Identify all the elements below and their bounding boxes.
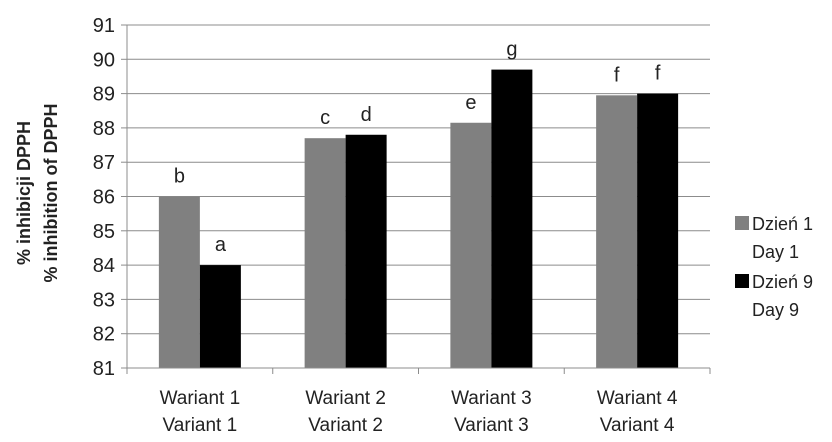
x-category-label: Wariant 2 [305,388,386,409]
legend-label: Dzień 1 [752,214,813,234]
y-tick-label: 83 [93,289,115,311]
bar-data-label: e [465,92,476,114]
legend-swatch [735,216,749,230]
legend-label: Day 1 [752,242,799,262]
y-tick-label: 89 [93,84,115,106]
y-tick-label: 85 [93,221,115,243]
y-tick-label: 91 [93,15,115,37]
y-tick-label: 81 [93,358,115,380]
y-tick-label: 90 [93,49,115,71]
y-tick-label: 82 [93,324,115,346]
y-axis-label-line: % inhibicji DPPH [14,121,34,265]
x-category-label: Variant 1 [163,415,238,436]
bar [345,134,387,368]
axes [126,25,711,374]
bar [304,138,346,368]
bar-data-label: a [215,234,227,256]
bar-data-label: g [506,39,517,61]
x-category-label: Variant 2 [308,415,383,436]
bar [596,95,638,368]
bar [637,93,679,368]
bar-data-label: b [174,166,185,188]
data-labels: b a c d e g f f [174,39,661,257]
bar-data-label: d [361,104,372,126]
bar [199,265,241,368]
bar-data-label: f [614,64,620,86]
x-category-label: Variant 3 [454,415,529,436]
x-category-label: Variant 4 [600,415,675,436]
bar [158,196,200,368]
y-tick-label: 87 [93,152,115,174]
x-category-label: Wariant 4 [597,388,678,409]
x-category-label: Wariant 3 [451,388,532,409]
bar [491,69,533,368]
y-axis-label: % inhibicji DPPH % inhibition of DPPH [14,104,61,283]
legend-label: Day 9 [752,300,799,320]
bars [158,69,679,368]
legend-label: Dzień 9 [752,272,813,292]
x-category-label: Wariant 1 [160,388,241,409]
y-tick-label: 88 [93,118,115,140]
bar [450,122,492,368]
legend: Dzień 1 Day 1 Dzień 9 Day 9 [735,214,813,320]
y-tick-labels: 81 82 83 84 85 86 87 88 89 90 91 [93,15,115,380]
x-category-labels: Wariant 1 Variant 1 Wariant 2 Variant 2 Wari… [160,388,678,436]
y-tick-label: 86 [93,187,115,209]
bar-data-label: c [320,107,330,129]
legend-swatch [735,274,749,288]
bar-data-label: f [655,63,661,85]
y-tick-label: 84 [93,255,115,277]
y-axis-label-line: % inhibition of DPPH [41,104,61,283]
